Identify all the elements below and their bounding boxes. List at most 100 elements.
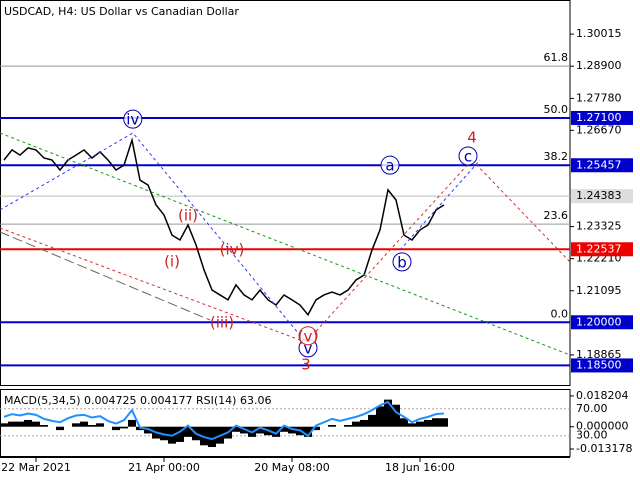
macd-bar: [32, 421, 40, 427]
y2-tick-label: 30.00: [576, 429, 608, 442]
wave-label: b: [397, 253, 407, 271]
wave-label: (iii): [210, 313, 234, 331]
macd-bar: [376, 406, 384, 427]
fib-label: 38.2: [544, 150, 569, 163]
y-tick-label: 1.18865: [576, 348, 622, 361]
macd-bar: [232, 426, 240, 432]
fib-label: 23.6: [544, 209, 569, 222]
macd-bar: [24, 419, 32, 427]
macd-bar: [96, 423, 104, 427]
wave-circle: [298, 326, 318, 346]
level-label: 1.22537: [576, 242, 622, 255]
level-label: 1.27100: [576, 111, 622, 124]
macd-bar: [144, 426, 152, 434]
macd-bar: [424, 419, 432, 427]
macd-bar: [416, 421, 424, 427]
macd-bar: [440, 418, 448, 427]
y-tick-label: 1.26670: [576, 123, 622, 136]
macd-bar: [400, 418, 408, 427]
macd-bar: [240, 426, 248, 434]
fib-label: 0.0: [551, 307, 569, 320]
trend-line: [0, 132, 309, 346]
wave-label: c: [464, 147, 472, 165]
y-tick-label: 0.000000: [576, 420, 629, 433]
level-label: 1.18500: [576, 358, 622, 371]
macd-bar: [352, 421, 360, 427]
macd-bar: [80, 421, 88, 427]
wave-circle: [458, 146, 478, 166]
indicator-title: MACD(5,34,5) 0.004725 0.004177 RSI(14) 6…: [4, 394, 271, 407]
wave-lines: [0, 132, 570, 356]
wave-label: (iv): [220, 240, 245, 258]
macd-bar: [304, 426, 312, 437]
macd-bar: [312, 426, 320, 431]
wave-circle: [123, 109, 143, 129]
rsi-line: [3, 400, 445, 441]
price-line: [3, 137, 445, 317]
trend-line: [0, 231, 211, 321]
y-tick-label: 1.27780: [576, 91, 622, 104]
macd-bar: [72, 423, 80, 427]
macd-bar: [288, 426, 296, 434]
wave-label: v: [304, 339, 313, 357]
macd-bar: [40, 425, 48, 427]
macd-bar: [16, 421, 24, 427]
macd-bar: [88, 425, 96, 427]
macd-bar: [392, 404, 400, 427]
macd-bar: [120, 426, 128, 429]
macd-bar: [176, 426, 184, 442]
y-tick-label: 1.28900: [576, 59, 622, 72]
y-tick-label: 1.21095: [576, 284, 622, 297]
wave-label: a: [385, 157, 394, 175]
macd-bar: [408, 423, 416, 427]
macd-bar: [368, 414, 376, 427]
last-price-box: [571, 189, 633, 204]
pane-border: [0, 389, 571, 457]
x-tick-label: 21 Apr 00:00: [128, 461, 200, 474]
macd-bar: [184, 426, 192, 437]
macd-bar: [344, 425, 352, 427]
wave-label: (ii): [178, 206, 198, 224]
wave-circle: [380, 155, 400, 175]
macd-bar: [208, 426, 216, 448]
trend-line: [399, 159, 481, 251]
wave-label: 3: [301, 355, 311, 373]
macd-bar: [128, 419, 136, 427]
x-tick-label: 18 Jun 16:00: [385, 461, 455, 474]
macd-bar: [280, 426, 288, 432]
macd-bar: [256, 426, 264, 434]
level-box: [571, 110, 633, 125]
level-box: [571, 158, 633, 173]
wave-label: 4: [467, 128, 477, 146]
y-tick-label: 1.30015: [576, 27, 622, 40]
y-tick-label: 0.018204: [576, 389, 629, 402]
trend-line: [307, 159, 473, 341]
trend-line: [0, 227, 301, 341]
macd-bar: [328, 425, 336, 427]
level-box: [571, 242, 633, 257]
wave-circle: [392, 252, 412, 272]
pane-border: [0, 0, 571, 386]
y-tick-label: 1.23325: [576, 220, 622, 233]
macd-bar: [272, 426, 280, 437]
macd-bar: [56, 426, 64, 431]
x-tick-label: 22 Mar 2021: [1, 461, 71, 474]
macd-bar: [432, 418, 440, 427]
wave-label: iv: [126, 111, 139, 129]
y2-tick-label: 70.00: [576, 402, 608, 415]
macd-bar: [112, 426, 120, 431]
fib-label: 61.8: [544, 51, 569, 64]
macd-bar: [360, 419, 368, 427]
plot: [0, 0, 571, 458]
level-label: 1.25457: [576, 158, 622, 171]
wave-label: (i): [164, 252, 180, 270]
chart-title: USDCAD, H4: US Dollar vs Canadian Dollar: [4, 5, 239, 18]
level-box: [571, 315, 633, 330]
last-price-label: 1.24383: [576, 189, 622, 202]
macd-bar: [0, 423, 8, 427]
level-label: 1.20000: [576, 315, 622, 328]
macd-bar: [384, 399, 392, 427]
wave-label: (v): [298, 327, 319, 345]
